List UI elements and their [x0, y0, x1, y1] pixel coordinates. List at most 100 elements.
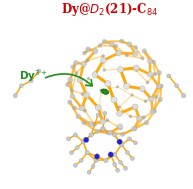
Circle shape — [111, 97, 117, 103]
Circle shape — [129, 115, 132, 118]
Circle shape — [76, 114, 81, 119]
Circle shape — [92, 72, 98, 78]
Circle shape — [94, 158, 98, 163]
Circle shape — [85, 150, 89, 155]
Circle shape — [87, 170, 91, 174]
Circle shape — [84, 92, 90, 98]
Circle shape — [119, 143, 124, 147]
Circle shape — [86, 47, 90, 52]
Circle shape — [100, 89, 102, 91]
Circle shape — [125, 151, 130, 155]
Circle shape — [144, 120, 149, 125]
Circle shape — [119, 160, 123, 164]
Circle shape — [103, 69, 106, 71]
Circle shape — [81, 92, 84, 95]
Circle shape — [135, 69, 138, 72]
Circle shape — [175, 84, 179, 88]
Circle shape — [141, 57, 144, 60]
Circle shape — [71, 65, 75, 69]
Circle shape — [125, 54, 128, 57]
Circle shape — [152, 60, 156, 64]
Circle shape — [68, 77, 73, 82]
Circle shape — [128, 137, 131, 141]
Circle shape — [119, 126, 122, 130]
Circle shape — [133, 51, 138, 56]
Circle shape — [73, 106, 76, 110]
Circle shape — [118, 67, 124, 73]
Circle shape — [88, 121, 93, 126]
Circle shape — [131, 94, 133, 96]
Circle shape — [146, 81, 149, 84]
Circle shape — [113, 152, 117, 157]
Circle shape — [136, 116, 142, 121]
Circle shape — [94, 154, 100, 159]
Circle shape — [133, 127, 137, 131]
Circle shape — [181, 93, 186, 98]
Circle shape — [134, 46, 138, 49]
Circle shape — [98, 105, 101, 108]
Circle shape — [68, 100, 72, 105]
Circle shape — [67, 137, 70, 141]
Circle shape — [104, 158, 108, 163]
Circle shape — [91, 164, 95, 168]
Circle shape — [157, 70, 161, 75]
Circle shape — [147, 72, 153, 77]
Circle shape — [79, 105, 85, 111]
Circle shape — [117, 139, 122, 145]
Circle shape — [117, 124, 123, 129]
Circle shape — [66, 82, 70, 87]
Circle shape — [73, 163, 77, 167]
Circle shape — [132, 126, 136, 131]
Circle shape — [106, 131, 110, 135]
Circle shape — [133, 141, 137, 145]
Circle shape — [124, 83, 130, 89]
Circle shape — [118, 106, 121, 108]
Circle shape — [103, 111, 107, 115]
Circle shape — [82, 121, 86, 125]
Circle shape — [147, 58, 152, 63]
Circle shape — [29, 79, 33, 83]
Circle shape — [120, 132, 125, 136]
Circle shape — [159, 84, 163, 88]
Circle shape — [83, 109, 87, 112]
Circle shape — [133, 65, 139, 71]
Circle shape — [116, 86, 119, 88]
Circle shape — [95, 129, 99, 134]
Circle shape — [102, 40, 107, 44]
Circle shape — [79, 159, 83, 162]
Circle shape — [100, 119, 105, 124]
Circle shape — [117, 110, 122, 116]
Circle shape — [127, 42, 132, 47]
Circle shape — [77, 77, 83, 83]
Circle shape — [156, 84, 161, 89]
Circle shape — [114, 44, 118, 48]
Circle shape — [108, 130, 113, 135]
Circle shape — [83, 137, 89, 143]
Circle shape — [105, 81, 111, 87]
Circle shape — [116, 50, 121, 56]
Circle shape — [116, 168, 120, 172]
Circle shape — [113, 133, 117, 137]
Text: Dy@$\mathit{D}_2$(21)-C$_{84}$: Dy@$\mathit{D}_2$(21)-C$_{84}$ — [61, 2, 158, 19]
Circle shape — [153, 72, 157, 76]
Circle shape — [19, 84, 23, 88]
Circle shape — [102, 54, 105, 57]
Circle shape — [81, 61, 86, 67]
Circle shape — [89, 133, 93, 137]
Circle shape — [93, 48, 98, 54]
Circle shape — [98, 44, 102, 47]
Circle shape — [119, 67, 121, 70]
Circle shape — [144, 100, 147, 103]
Circle shape — [87, 77, 90, 80]
Circle shape — [101, 127, 105, 131]
Circle shape — [142, 116, 145, 119]
Circle shape — [69, 151, 73, 155]
Circle shape — [75, 72, 78, 75]
Circle shape — [150, 109, 155, 114]
Circle shape — [153, 109, 157, 113]
Circle shape — [108, 152, 113, 157]
Ellipse shape — [101, 89, 109, 94]
Circle shape — [149, 96, 154, 102]
Circle shape — [13, 93, 18, 98]
Circle shape — [113, 162, 117, 166]
